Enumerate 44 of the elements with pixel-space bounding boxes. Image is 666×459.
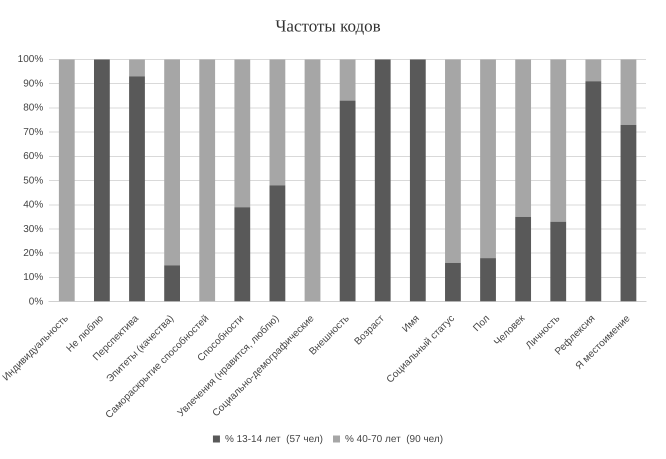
x-tick-label: Имя (400, 313, 422, 335)
bar (94, 59, 110, 302)
bar (585, 59, 602, 82)
bar (129, 59, 145, 76)
bar (410, 59, 426, 302)
legend-label: % 40-70 лет (90 чел) (345, 434, 444, 445)
y-tick-label: 90% (23, 78, 44, 90)
y-tick-label: 100% (18, 54, 44, 66)
bar (515, 216, 532, 302)
bar (234, 207, 250, 302)
bar (620, 124, 636, 302)
bar (550, 222, 566, 302)
bar (445, 262, 461, 302)
y-tick-label: 50% (23, 175, 44, 186)
y-tick-label: 30% (23, 224, 44, 235)
bar (340, 59, 356, 101)
x-tick-label: Пол (471, 313, 492, 334)
bar (445, 59, 461, 263)
bar (340, 100, 356, 302)
bar (199, 59, 216, 302)
bar (304, 59, 320, 302)
y-tick-label: 0% (28, 296, 44, 308)
bar (129, 76, 145, 302)
bar (515, 59, 532, 217)
bar (164, 265, 180, 302)
bar (270, 185, 286, 302)
bar (270, 59, 286, 186)
bar (550, 59, 566, 222)
y-tick-label: 60% (23, 151, 44, 162)
y-tick-label: 20% (23, 248, 44, 259)
bar (480, 59, 496, 258)
y-tick-label: 70% (23, 126, 44, 138)
chart-title: Частоты кодов (275, 16, 381, 36)
bar (374, 59, 391, 302)
y-tick-label: 40% (23, 200, 44, 211)
legend-label: % 13-14 лет (57 чел) (224, 434, 323, 445)
bar (620, 59, 636, 125)
y-tick-label: 10% (23, 272, 44, 284)
bar (585, 81, 602, 302)
bar (164, 59, 180, 266)
y-tick-label: 80% (23, 102, 44, 114)
bar (480, 258, 496, 302)
bar (234, 59, 250, 208)
bar (58, 59, 75, 302)
